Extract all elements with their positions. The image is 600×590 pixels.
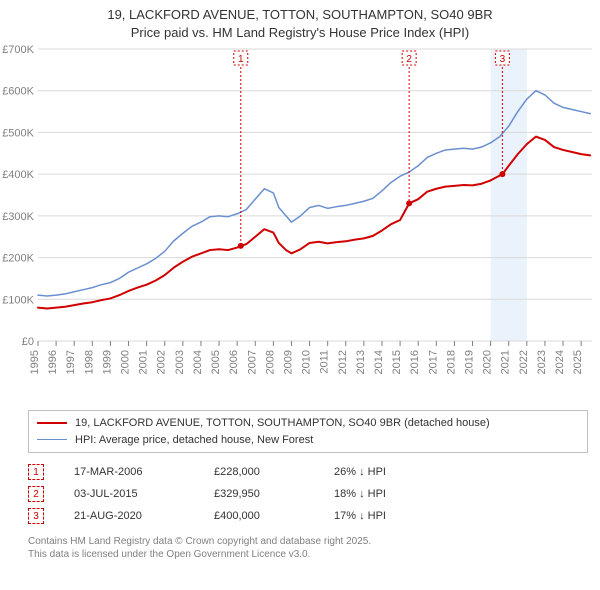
marker-price: £329,950 [214,488,304,500]
x-tick-label: 2000 [120,350,132,374]
y-tick-label: £600K [2,86,34,98]
x-tick-label: 2015 [391,350,403,374]
x-tick-label: 2020 [482,350,494,374]
x-tick-label: 1995 [29,350,41,374]
y-tick-label: £100K [2,294,34,306]
y-tick-label: £700K [2,44,34,56]
x-tick-label: 2019 [464,350,476,374]
x-tick-label: 2017 [427,350,439,374]
marker-row: 1 17-MAR-2006 £228,000 26% ↓ HPI [28,461,588,483]
legend-swatch [37,439,67,440]
marker-flag: 1 [238,54,244,65]
marker-price: £228,000 [214,466,304,478]
x-tick-label: 2022 [518,350,530,374]
title-line-1: 19, LACKFORD AVENUE, TOTTON, SOUTHAMPTON… [0,6,600,24]
chart-area: £0 £100K £200K £300K £400K £500K £600K £700K 199… [0,41,600,406]
x-tick-label: 2010 [301,350,313,374]
marker-row: 3 21-AUG-2020 £400,000 17% ↓ HPI [28,505,588,527]
x-tick-label: 2024 [554,350,566,374]
x-tick-label: 2003 [174,350,186,374]
x-tick-label: 2025 [572,350,584,374]
marker-date: 17-MAR-2006 [74,466,184,478]
x-tick-label: 2021 [500,350,512,374]
marker-row: 2 03-JUL-2015 £329,950 18% ↓ HPI [28,483,588,505]
x-tick-label: 2018 [445,350,457,374]
footer-attribution: Contains HM Land Registry data © Crown c… [28,535,588,561]
x-tick-label: 2023 [536,350,548,374]
x-tick-label: 2009 [282,350,294,374]
marker-price: £400,000 [214,510,304,522]
marker-index-box: 2 [28,486,44,502]
x-tick-label: 1998 [83,350,95,374]
footer-line-1: Contains HM Land Registry data © Crown c… [28,535,588,548]
x-tick-label: 2007 [246,350,258,374]
x-tick-label: 2016 [409,350,421,374]
marker-date: 03-JUL-2015 [74,488,184,500]
legend-item: 19, LACKFORD AVENUE, TOTTON, SOUTHAMPTON… [37,415,579,432]
legend: 19, LACKFORD AVENUE, TOTTON, SOUTHAMPTON… [28,410,588,453]
x-tick-label: 2006 [228,350,240,374]
x-tick-label: 2013 [355,350,367,374]
marker-flag: 3 [500,54,506,65]
legend-swatch [37,422,67,424]
legend-label: 19, LACKFORD AVENUE, TOTTON, SOUTHAMPTON… [75,415,490,432]
marker-delta: 26% ↓ HPI [334,466,386,478]
x-tick-label: 2005 [210,350,222,374]
marker-flag: 2 [406,54,412,65]
y-tick-label: £0 [22,336,34,348]
y-tick-label: £300K [2,211,34,223]
x-tick-label: 1996 [47,350,59,374]
x-tick-label: 2008 [264,350,276,374]
marker-delta: 17% ↓ HPI [334,510,386,522]
y-tick-label: £200K [2,253,34,265]
x-tick-label: 2014 [373,350,385,374]
legend-item: HPI: Average price, detached house, New … [37,432,579,449]
marker-index-box: 1 [28,464,44,480]
chart-title: 19, LACKFORD AVENUE, TOTTON, SOUTHAMPTON… [0,0,600,41]
x-tick-label: 2004 [192,350,204,374]
x-tick-label: 1997 [65,350,77,374]
legend-label: HPI: Average price, detached house, New … [75,432,313,449]
footer-line-2: This data is licensed under the Open Gov… [28,548,588,561]
markers-table: 1 17-MAR-2006 £228,000 26% ↓ HPI 2 03-JUL-201… [28,461,588,527]
marker-date: 21-AUG-2020 [74,510,184,522]
x-tick-label: 2002 [156,350,168,374]
x-tick-label: 1999 [101,350,113,374]
x-tick-label: 2001 [138,350,150,374]
x-tick-label: 2012 [337,350,349,374]
x-tick-label: 2011 [319,350,331,374]
y-tick-label: £500K [2,128,34,140]
y-tick-label: £400K [2,169,34,181]
marker-delta: 18% ↓ HPI [334,488,386,500]
line-chart: £0 £100K £200K £300K £400K £500K £600K £700K 199… [0,41,600,401]
marker-index-box: 3 [28,508,44,524]
title-line-2: Price paid vs. HM Land Registry's House … [0,24,600,42]
